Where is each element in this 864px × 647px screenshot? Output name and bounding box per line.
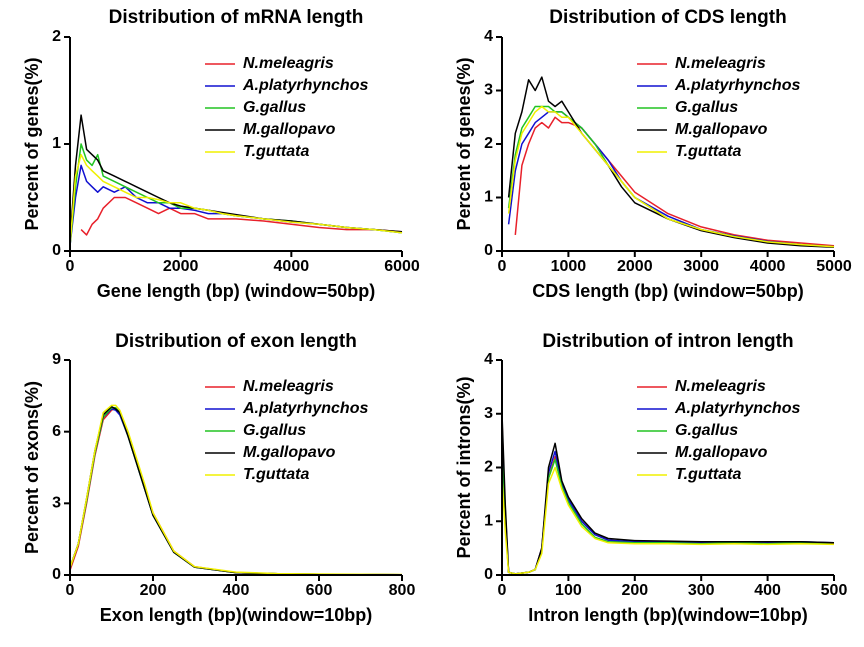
y-tick-label: 0 <box>484 242 493 259</box>
series-line <box>507 76 835 249</box>
series-line <box>501 466 835 575</box>
x-tick-label: 0 <box>66 582 75 599</box>
x-tick-label: 200 <box>140 582 167 599</box>
y-tick-label: 0 <box>52 566 61 583</box>
x-axis-label: Gene length (bp) (window=50bp) <box>97 281 376 301</box>
chart-title: Distribution of CDS length <box>549 7 786 28</box>
y-axis-label: Percent of introns(%) <box>454 376 474 558</box>
y-tick-label: 1 <box>52 135 61 152</box>
series-line <box>507 111 835 248</box>
y-tick-label: 9 <box>52 351 61 368</box>
series-line <box>501 419 835 575</box>
y-tick-label: 1 <box>484 512 493 529</box>
y-axis-label: Percent of exons(%) <box>22 381 42 554</box>
y-tick-label: 3 <box>484 82 493 99</box>
series-line <box>69 114 403 241</box>
legend-label: N.meleagris <box>675 378 766 395</box>
series-line <box>69 407 403 576</box>
x-tick-label: 100 <box>555 582 582 599</box>
legend-label: N.meleagris <box>675 55 766 72</box>
series-line <box>501 440 835 575</box>
x-tick-label: 400 <box>223 582 250 599</box>
y-tick-label: 3 <box>52 495 61 512</box>
legend-label: A.platyrhynchos <box>674 77 800 94</box>
legend-label: G.gallus <box>675 99 738 116</box>
y-tick-label: 2 <box>484 459 493 476</box>
x-tick-label: 600 <box>306 582 333 599</box>
x-axis-label: Intron length (bp)(window=10bp) <box>528 605 807 625</box>
y-tick-label: 0 <box>52 242 61 259</box>
series-line <box>501 413 835 575</box>
legend-label: M.gallopavo <box>243 444 336 461</box>
y-tick-label: 4 <box>484 28 493 45</box>
x-tick-label: 400 <box>754 582 781 599</box>
legend-label: A.platyrhynchos <box>674 400 800 417</box>
series-line <box>507 105 835 248</box>
y-tick-label: 1 <box>484 189 493 206</box>
legend-label: T.guttata <box>675 466 741 483</box>
x-tick-label: 0 <box>498 258 507 275</box>
series-line <box>69 153 403 246</box>
y-tick-label: 2 <box>52 28 61 45</box>
chart-title: Distribution of intron length <box>542 331 793 352</box>
legend-label: A.platyrhynchos <box>242 400 368 417</box>
y-axis-label: Percent of genes(%) <box>22 57 42 230</box>
y-axis-label: Percent of genes(%) <box>454 57 474 230</box>
y-tick-label: 6 <box>52 423 61 440</box>
legend-label: N.meleagris <box>243 378 334 395</box>
x-axis-label: Exon length (bp)(window=10bp) <box>100 605 372 625</box>
legend-label: M.gallopavo <box>675 444 768 461</box>
series-line <box>69 164 403 246</box>
series-line <box>69 405 403 576</box>
y-tick-label: 0 <box>484 566 493 583</box>
x-tick-label: 3000 <box>683 258 719 275</box>
x-tick-label: 800 <box>389 582 416 599</box>
legend-label: M.gallopavo <box>243 121 336 138</box>
series-line <box>69 143 403 246</box>
series-line <box>80 196 403 236</box>
x-tick-label: 2000 <box>163 258 199 275</box>
legend-label: G.gallus <box>675 422 738 439</box>
series-line <box>69 408 403 576</box>
series-line <box>69 404 403 576</box>
y-tick-label: 4 <box>484 351 493 368</box>
series-line <box>507 105 835 248</box>
legend-label: N.meleagris <box>243 55 334 72</box>
x-tick-label: 300 <box>688 582 715 599</box>
x-tick-label: 500 <box>821 582 848 599</box>
x-tick-label: 4000 <box>274 258 310 275</box>
legend-label: G.gallus <box>243 99 306 116</box>
legend-label: A.platyrhynchos <box>242 77 368 94</box>
legend-label: M.gallopavo <box>675 121 768 138</box>
y-tick-label: 2 <box>484 135 493 152</box>
x-tick-label: 1000 <box>551 258 587 275</box>
y-tick-label: 3 <box>484 405 493 422</box>
x-tick-label: 200 <box>621 582 648 599</box>
x-tick-label: 0 <box>66 258 75 275</box>
x-tick-label: 6000 <box>384 258 420 275</box>
legend-label: T.guttata <box>243 466 309 483</box>
chart-title: Distribution of exon length <box>115 331 357 352</box>
legend-label: T.guttata <box>243 143 309 160</box>
series-line <box>69 407 403 576</box>
chart-title: Distribution of mRNA length <box>109 7 364 28</box>
x-tick-label: 5000 <box>816 258 852 275</box>
legend-label: G.gallus <box>243 422 306 439</box>
x-tick-label: 0 <box>498 582 507 599</box>
x-tick-label: 2000 <box>617 258 653 275</box>
x-tick-label: 4000 <box>750 258 786 275</box>
x-axis-label: CDS length (bp) (window=50bp) <box>532 281 803 301</box>
legend-label: T.guttata <box>675 143 741 160</box>
